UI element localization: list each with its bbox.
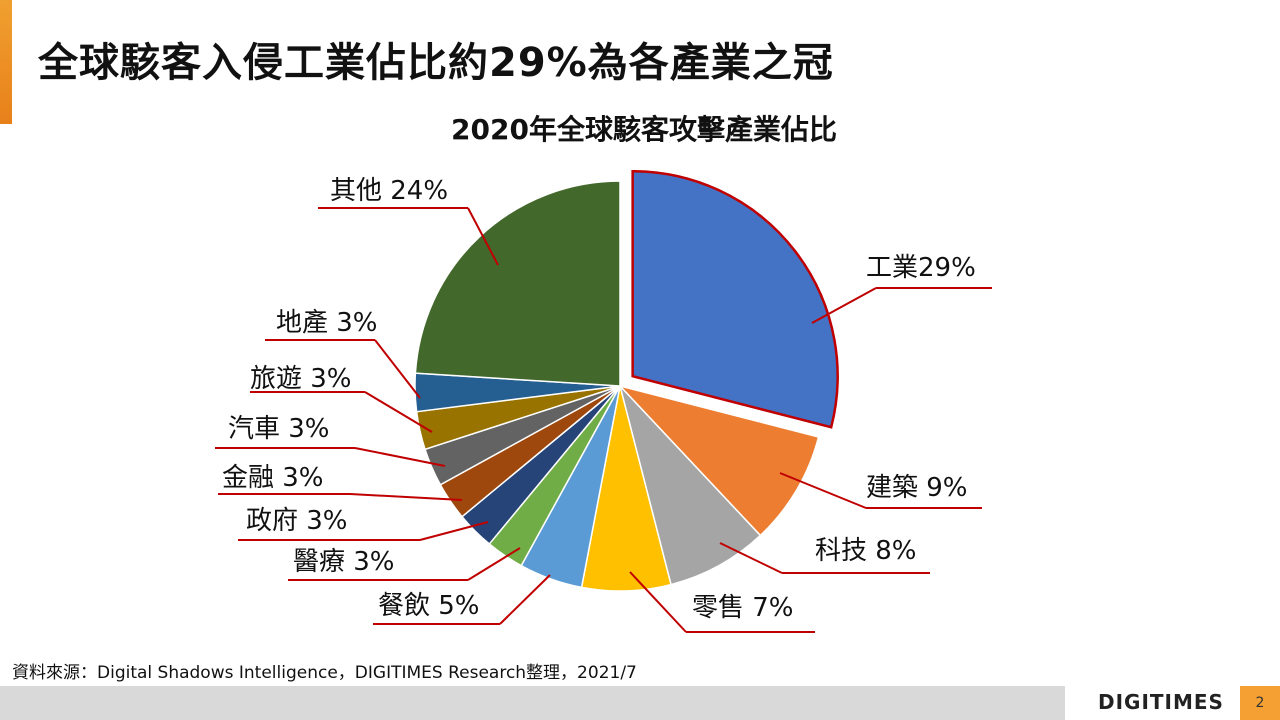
page-number: 2 [1240, 686, 1280, 720]
leader-line-9 [364, 391, 433, 433]
leader-line-10 [374, 339, 421, 399]
pie-slice-0 [631, 169, 839, 429]
leader-line-11 [467, 207, 499, 266]
pie-slice-2 [619, 385, 762, 586]
slice-label-2: 科技 8% [815, 536, 917, 566]
accent-bar [0, 0, 12, 124]
slice-label-3: 零售 7% [692, 593, 794, 623]
footer-bar [0, 686, 1065, 720]
slice-label-8: 汽車 3% [228, 414, 330, 444]
leader-line-7 [349, 493, 463, 501]
slice-label-4: 餐飲 5% [378, 591, 480, 621]
source-note: 資料來源：Digital Shadows Intelligence，DIGITI… [12, 663, 637, 683]
slice-label-7: 金融 3% [222, 463, 324, 493]
leader-line-6 [419, 521, 489, 541]
leader-line-2 [719, 542, 783, 574]
leader-line-8 [354, 447, 446, 467]
digitimes-logo: DIGITIMES [1098, 690, 1224, 714]
leader-line-3 [629, 571, 687, 633]
pie-slice-1 [617, 384, 820, 537]
slice-label-1: 建築 9% [866, 473, 968, 503]
slice-label-6: 政府 3% [246, 506, 348, 536]
leader-line-1 [779, 472, 867, 509]
slice-label-10: 地產 3% [276, 308, 378, 338]
slice-label-9: 旅遊 3% [250, 364, 352, 394]
slice-label-0: 工業29% [866, 253, 976, 283]
page-title: 全球駭客入侵工業佔比約29%為各產業之冠 [38, 40, 834, 86]
pie-slice-11 [414, 180, 621, 387]
leader-line-0 [811, 287, 877, 324]
leader-line-5 [467, 547, 521, 581]
slice-label-11: 其他 24% [330, 176, 448, 206]
chart-title: 2020年全球駭客攻擊產業佔比 [451, 113, 837, 146]
leader-line-4 [499, 574, 551, 625]
slice-label-5: 醫療 3% [293, 547, 395, 577]
